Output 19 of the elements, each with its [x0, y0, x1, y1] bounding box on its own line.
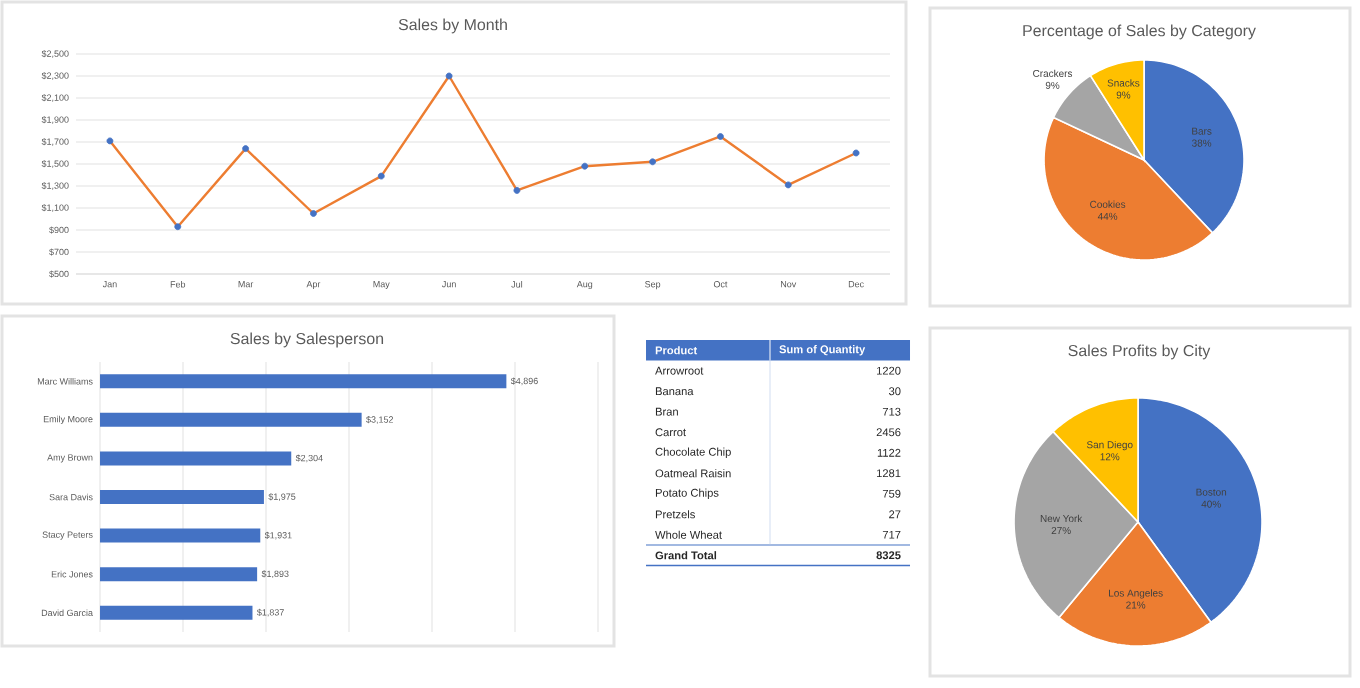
point	[513, 187, 521, 194]
bar	[100, 412, 362, 427]
point	[310, 210, 317, 217]
bar	[100, 451, 292, 466]
point	[377, 172, 385, 180]
point	[649, 158, 656, 166]
point	[784, 181, 792, 189]
point	[445, 72, 453, 80]
bar	[100, 567, 258, 582]
bar	[100, 528, 261, 543]
point	[242, 145, 249, 152]
point	[852, 149, 860, 157]
point	[174, 223, 182, 231]
point	[581, 162, 589, 170]
point	[106, 137, 114, 145]
point	[717, 133, 724, 140]
bar	[100, 605, 253, 620]
bar	[100, 490, 264, 505]
bar	[100, 374, 507, 389]
